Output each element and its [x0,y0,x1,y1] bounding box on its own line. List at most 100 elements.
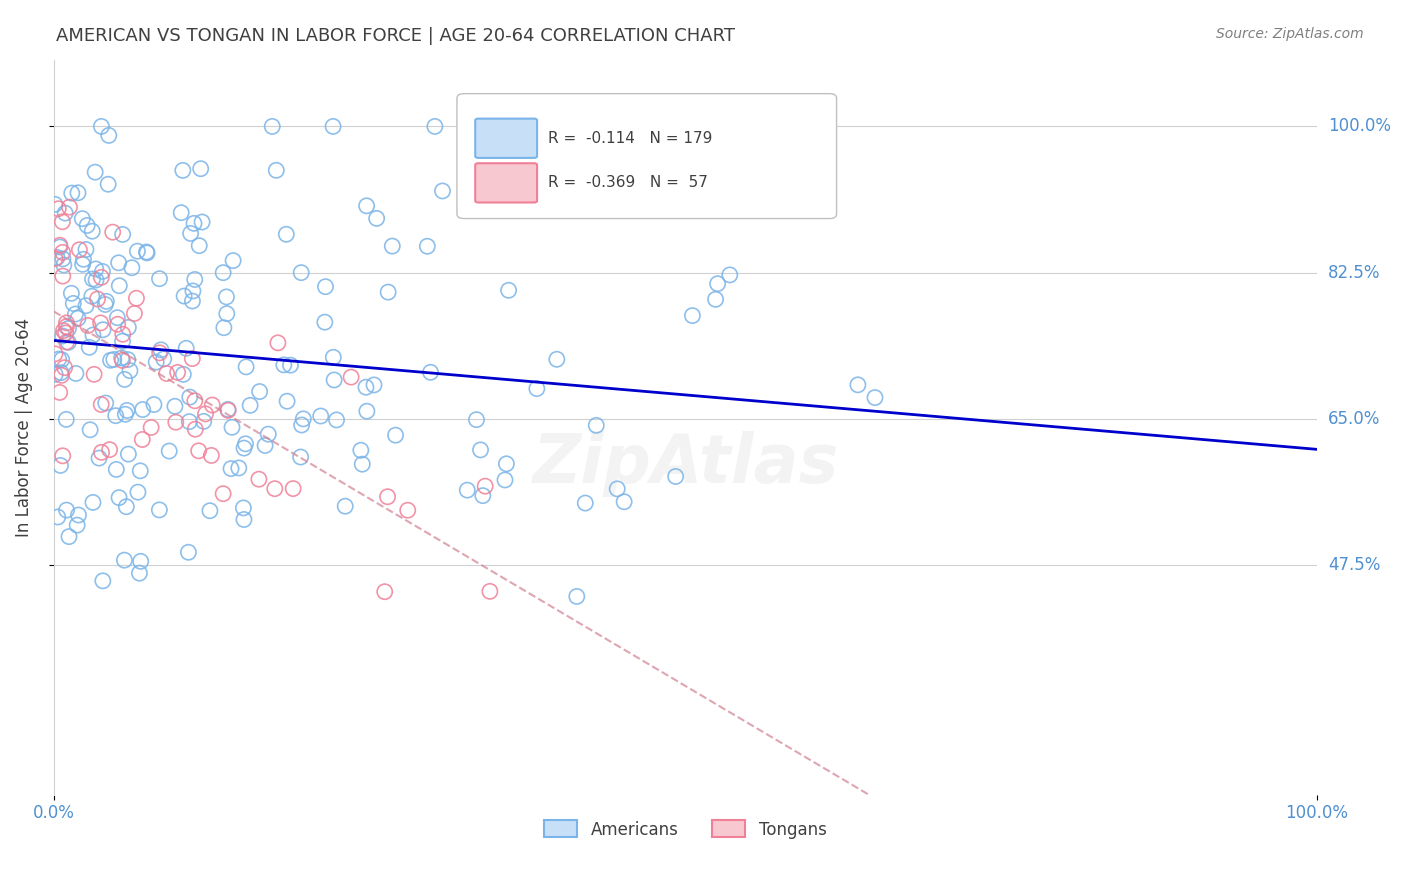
Text: R =  -0.369   N =  57: R = -0.369 N = 57 [548,176,709,190]
Text: 47.5%: 47.5% [1329,556,1381,574]
Point [58,200,80,214]
Point [212,486,235,500]
Point [273,358,295,372]
Point [187,443,209,458]
Point [166,366,188,380]
Point [423,120,446,134]
Point [350,443,373,458]
Point [127,485,149,500]
Point [471,489,494,503]
Point [44,368,66,382]
Point [217,403,239,417]
Point [228,461,250,475]
Point [60,186,83,200]
Point [55,319,77,334]
Point [94,396,117,410]
Point [97,128,120,143]
Point [121,260,143,275]
Point [232,500,254,515]
Point [184,422,207,436]
Point [322,120,344,134]
Point [114,372,136,386]
Point [235,359,257,374]
Point [129,464,152,478]
Point [377,490,399,504]
Point [200,449,222,463]
Point [384,428,406,442]
Point [52,449,75,463]
Point [249,384,271,399]
Point [108,491,131,505]
Point [100,353,122,368]
Point [470,442,492,457]
Point [107,256,129,270]
Point [201,398,224,412]
Point [124,306,146,320]
Point [55,326,77,340]
Point [419,365,441,379]
Point [49,238,72,252]
Point [193,414,215,428]
Point [46,202,69,216]
Point [117,320,139,334]
Point [247,472,270,486]
Point [219,461,242,475]
Point [127,244,149,259]
Point [706,277,728,291]
Point [474,479,496,493]
Point [136,246,159,260]
Text: AMERICAN VS TONGAN IN LABOR FORCE | AGE 20-64 CORRELATION CHART: AMERICAN VS TONGAN IN LABOR FORCE | AGE … [56,27,735,45]
Point [546,352,568,367]
Point [257,427,280,442]
Point [44,252,66,266]
Point [90,445,112,459]
Point [46,251,69,265]
Point [291,417,314,432]
Point [145,355,167,369]
Point [53,206,76,220]
Point [142,398,165,412]
Point [67,243,90,257]
Point [292,412,315,426]
Point [76,219,98,233]
Point [180,227,202,241]
Point [235,437,257,451]
Point [526,382,548,396]
Point [254,438,277,452]
Point [44,347,66,361]
Point [416,239,439,253]
Point [117,352,139,367]
Point [66,518,89,533]
Point [53,360,76,375]
Point [105,462,128,476]
Point [72,257,94,271]
Point [215,290,238,304]
Point [183,216,205,230]
Point [87,451,110,466]
Point [48,385,70,400]
Point [181,351,204,366]
Point [72,252,94,267]
Point [281,482,304,496]
Point [148,503,170,517]
Point [212,266,235,280]
Point [239,398,262,412]
Point [222,253,245,268]
Point [139,420,162,434]
Point [704,293,727,307]
Point [52,324,75,338]
Point [91,264,114,278]
Text: Source: ZipAtlas.com: Source: ZipAtlas.com [1216,27,1364,41]
Point [72,211,94,226]
Point [75,243,97,257]
Point [179,390,201,404]
Point [846,377,869,392]
Point [574,496,596,510]
Point [172,163,194,178]
Point [465,412,488,426]
Point [52,269,75,284]
Point [262,120,284,134]
Point [191,215,214,229]
Point [79,423,101,437]
Point [90,316,112,330]
